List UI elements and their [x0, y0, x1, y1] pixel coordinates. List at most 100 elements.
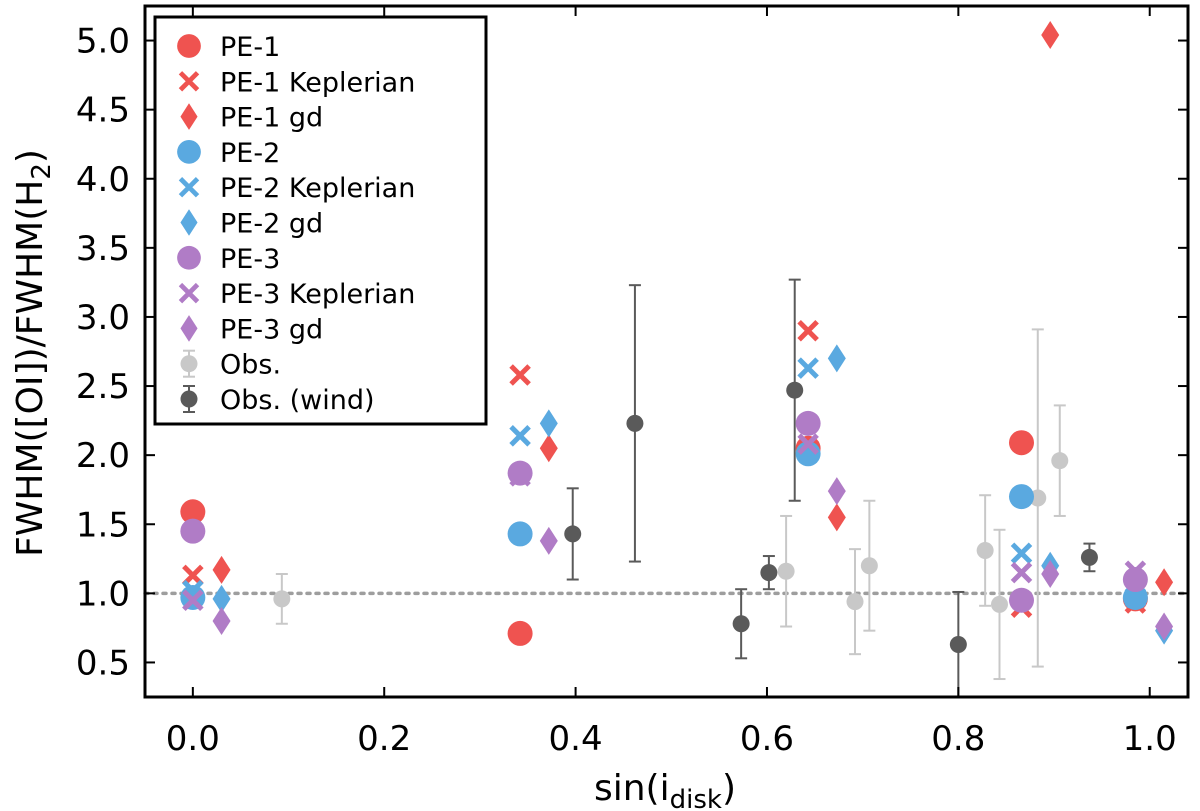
y-tick-label-2: 1.5 — [76, 505, 130, 545]
series-8-point-2 — [827, 477, 846, 506]
axes: 0.0 0.2 0.4 0.6 0.8 1.0 0.5 1.0 1.5 2.0 2.5 3.0 3.5 4… — [76, 4, 1190, 759]
series-7-point-2 — [797, 433, 819, 455]
series-5-point-2 — [827, 344, 846, 373]
legend-entry-0: PE-1 — [177, 32, 280, 63]
series-0-point-0 — [180, 499, 206, 525]
legend-entry-1: PE-1 Keplerian — [178, 67, 415, 98]
legend-label-4: PE-2 Keplerian — [220, 173, 415, 204]
series-9-point-0 — [273, 573, 291, 625]
legend-marker-2 — [180, 103, 198, 130]
series-9-point-1-point — [777, 562, 795, 580]
series-2-point-2 — [827, 503, 846, 532]
legend-entry-7: PE-3 Keplerian — [178, 279, 415, 310]
legend-entry-3: PE-2 — [177, 138, 280, 169]
series-9-point-5-point — [990, 595, 1008, 613]
series-1-point-1 — [509, 364, 531, 386]
legend-label-7: PE-3 Keplerian — [220, 279, 415, 310]
series-10-point-4 — [786, 278, 804, 502]
series-2-point-0 — [212, 555, 231, 584]
series-9-point-2 — [846, 548, 864, 656]
x-axis-label: sin(idisk) — [594, 768, 736, 811]
y-tick-label-4: 2.5 — [76, 367, 130, 407]
series-10-point-3-point — [760, 564, 778, 582]
series-9-point-4-point — [976, 542, 994, 560]
legend-label-9: Obs. — [220, 350, 281, 381]
series-2-point-3 — [1041, 21, 1060, 50]
legend-label-0: PE-1 — [220, 32, 280, 63]
series-9-point-0-point — [273, 590, 291, 608]
series-10-point-4-point — [786, 381, 804, 399]
series-10-point-1 — [626, 284, 644, 563]
series-2-point-4 — [1155, 568, 1174, 597]
series-9-point-2-point — [846, 593, 864, 611]
y-tick-label-1: 1.0 — [76, 574, 130, 614]
legend-label-3: PE-2 — [220, 138, 280, 169]
x-tick-label-1: 0.2 — [357, 719, 411, 759]
y-tick-label-5: 3.0 — [76, 298, 130, 338]
series-9-point-4 — [976, 494, 994, 607]
series-6-point-4 — [1122, 567, 1148, 593]
series-6-point-0 — [180, 518, 206, 544]
legend: PE-1 PE-1 Keplerian PE-1 gd PE-2 PE-2 Kepler… — [153, 15, 488, 426]
series-7-point-4 — [1124, 560, 1147, 583]
legend-label-10: Obs. (wind) — [220, 385, 375, 416]
x-tick-label-3: 0.6 — [740, 719, 794, 759]
y-tick-label-3: 2.0 — [76, 436, 130, 476]
series-0-point-3 — [1009, 430, 1035, 456]
legend-marker-5 — [180, 209, 198, 236]
legend-entry-5: PE-2 gd — [180, 209, 323, 240]
series-10-point-2-point — [732, 615, 750, 633]
series-10-point-3 — [760, 555, 778, 591]
legend-marker-4 — [178, 176, 200, 198]
series-9-point-3-point — [860, 557, 878, 575]
legend-entry-10: Obs. (wind) — [180, 385, 375, 416]
series-9-point-7-point — [1051, 452, 1069, 470]
data-marks — [180, 21, 1174, 698]
legend-marker-1 — [178, 71, 200, 92]
series-0-point-1 — [507, 620, 533, 646]
legend-entry-9: Obs. — [180, 349, 281, 381]
legend-marker-7 — [178, 282, 200, 304]
series-9-point-7 — [1051, 404, 1069, 517]
series-6-point-3 — [1009, 587, 1035, 613]
y-tick-label-0: 0.5 — [76, 643, 130, 683]
series-1-point-2 — [797, 320, 819, 342]
series-10-point-2 — [732, 588, 750, 660]
series-10-point-5-point — [949, 635, 967, 653]
series-3-point-3 — [1009, 484, 1035, 510]
legend-entry-8: PE-3 gd — [180, 314, 323, 345]
legend-marker-10 — [180, 390, 198, 408]
series-10-point-6 — [1080, 542, 1098, 573]
y-tick-label-8: 4.5 — [76, 91, 130, 131]
series-8-point-0 — [212, 606, 231, 635]
legend-marker-0 — [177, 34, 201, 58]
x-tick-label-2: 0.4 — [549, 719, 603, 759]
series-9-point-3 — [860, 499, 878, 632]
series-5-point-1 — [539, 409, 558, 438]
y-tick-label-6: 3.5 — [76, 229, 130, 269]
series-8-point-3 — [1041, 560, 1060, 589]
legend-entry-6: PE-3 — [177, 244, 280, 275]
legend-marker-9 — [180, 355, 198, 373]
series-10-point-6-point — [1080, 548, 1098, 566]
series-8-point-4 — [1155, 612, 1174, 641]
legend-marker-6 — [177, 245, 201, 270]
y-tick-label-9: 5.0 — [76, 22, 130, 62]
plot-frame — [143, 4, 1190, 699]
series-4-point-4 — [1124, 586, 1147, 609]
series-2-point-1 — [539, 434, 558, 463]
legend-label-6: PE-3 — [220, 244, 280, 275]
legend-marker-8 — [180, 315, 198, 342]
series-7-point-0 — [182, 589, 204, 612]
series-10-point-0 — [564, 487, 582, 581]
series-5-point-0 — [212, 584, 231, 613]
legend-box — [153, 15, 488, 426]
legend-label-5: PE-2 gd — [220, 209, 323, 240]
series-10-point-5 — [949, 590, 967, 698]
legend-label-2: PE-1 gd — [220, 103, 323, 134]
series-4-point-1 — [509, 425, 531, 447]
y-tick-label-7: 4.0 — [76, 160, 130, 200]
series-4-point-3 — [1010, 542, 1033, 565]
series-10-point-0-point — [564, 525, 582, 543]
